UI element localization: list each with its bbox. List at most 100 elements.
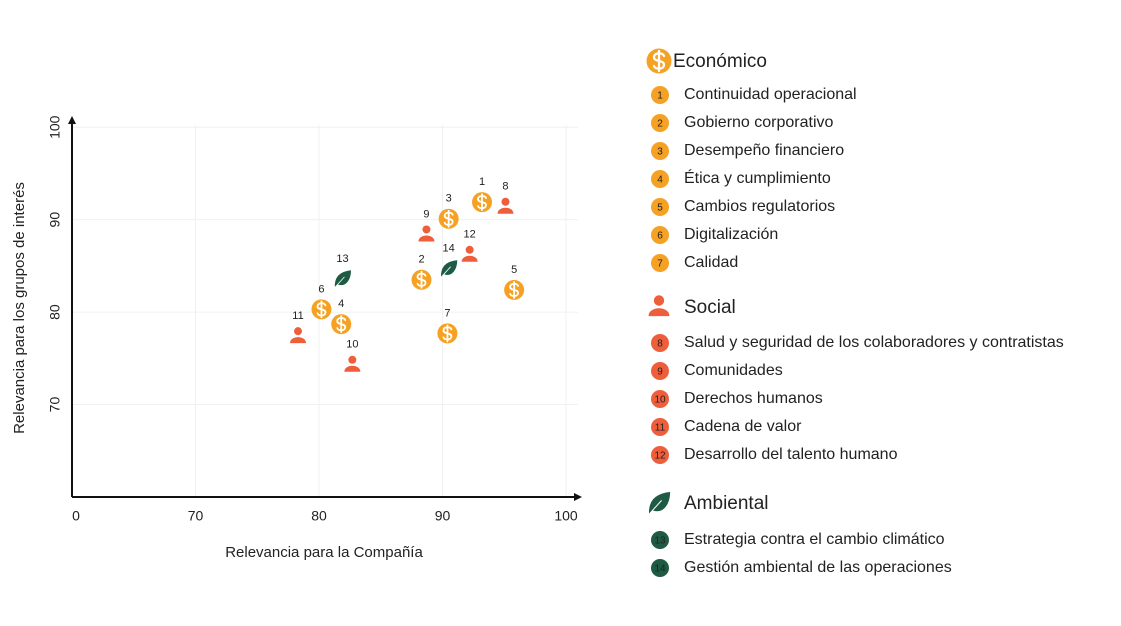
legend-item: Comunidades: [684, 362, 783, 379]
legend-bullet: [651, 86, 669, 104]
person-body: [461, 255, 478, 262]
legend-bullet: [651, 170, 669, 188]
point-label: 1: [479, 176, 485, 188]
legend-item: Estrategia contra el cambio climático: [684, 531, 945, 548]
point-label: 9: [423, 208, 429, 220]
legend-number: 5: [657, 203, 663, 214]
point-label: 10: [346, 339, 358, 351]
legend-number: 12: [654, 451, 666, 462]
marker-dollar: [411, 269, 432, 290]
x-tick-label: 80: [311, 508, 327, 524]
marker-dollar: [438, 208, 459, 229]
y-tick-label: 80: [47, 304, 63, 320]
legend-bullet: [651, 418, 669, 436]
legend-bullet: [651, 334, 669, 352]
point-label: 4: [338, 298, 344, 310]
dollar-sign: [443, 209, 454, 228]
x-tick-label: 0: [72, 508, 80, 524]
point-label: 5: [511, 264, 517, 276]
point-label: 2: [418, 254, 424, 266]
dollar-sign: [416, 270, 427, 289]
legend-number: 7: [657, 259, 663, 270]
point-label: 6: [318, 283, 324, 295]
person-body: [290, 337, 307, 344]
y-axis-label: Relevancia para los grupos de interés: [11, 182, 28, 434]
marker-leaf: [440, 259, 459, 279]
dollar-sign: [477, 193, 487, 212]
legend-item: Cadena de valor: [684, 418, 802, 435]
dollar-sign: [652, 49, 666, 73]
legend-number: 14: [654, 564, 666, 575]
legend-item: Continuidad operacional: [684, 86, 857, 103]
x-axis-label: Relevancia para la Compañía: [225, 544, 423, 561]
marker-person: [461, 245, 478, 262]
legend-number: 3: [657, 147, 663, 158]
legend-item: Desempeño financiero: [684, 142, 844, 159]
marker-leaf: [648, 490, 672, 516]
point-label: 7: [444, 307, 450, 319]
point-label: 14: [443, 243, 455, 255]
marker-person: [497, 197, 514, 214]
legend-number: 2: [657, 119, 663, 130]
legend-number: 9: [657, 367, 663, 378]
marker-dollar: [472, 192, 493, 213]
dollar-sign: [336, 315, 347, 334]
legend-bullet: [651, 226, 669, 244]
legend-item: Desarrollo del talento humano: [684, 446, 898, 463]
legend-title: Social: [684, 297, 736, 318]
dollar-sign: [509, 281, 520, 299]
point-label: 12: [464, 229, 476, 241]
person-head: [653, 295, 665, 306]
legend-bullet: [651, 198, 669, 216]
legend-item: Cambios regulatorios: [684, 198, 835, 215]
legend-item: Digitalización: [684, 226, 778, 243]
legend-item: Salud y seguridad de los colaboradores y…: [684, 334, 1064, 351]
leaf: [648, 490, 672, 516]
person-head: [348, 355, 357, 364]
legend-number: 6: [657, 231, 663, 242]
point-label: 13: [336, 253, 348, 265]
dollar-sign: [442, 324, 453, 343]
y-axis-arrow: [68, 116, 76, 124]
legend-title: Ambiental: [684, 493, 769, 514]
legend-number: 4: [657, 175, 663, 186]
legend-item: Derechos humanos: [684, 390, 823, 407]
marker-dollar: [331, 314, 352, 335]
leaf: [334, 269, 352, 289]
point-label: 8: [502, 181, 508, 193]
marker-dollar: [504, 279, 525, 300]
marker-dollar: [311, 299, 332, 320]
y-tick-label: 100: [47, 115, 63, 139]
x-axis-arrow: [574, 493, 582, 501]
marker-person: [418, 225, 435, 242]
x-tick-label: 90: [435, 508, 451, 524]
legend-bullet: [651, 254, 669, 272]
legend-bullet: [651, 390, 669, 408]
person-head: [465, 245, 474, 254]
legend-bullet: [651, 446, 669, 464]
marker-person: [344, 355, 361, 372]
x-tick-label: 100: [554, 508, 578, 524]
legend-number: 10: [654, 395, 666, 406]
legend-bullet: [651, 142, 669, 160]
legend-item: Ética y cumplimiento: [684, 168, 831, 187]
x-tick-label: 70: [188, 508, 204, 524]
y-tick-label: 70: [47, 397, 63, 413]
legend-bullet: [651, 114, 669, 132]
marker-person: [290, 327, 307, 344]
person-body: [418, 235, 435, 242]
legend-item: Gobierno corporativo: [684, 114, 834, 131]
legend-number: 8: [657, 339, 663, 350]
legend-bullet: [651, 559, 669, 577]
marker-leaf: [334, 269, 352, 289]
point-label: 11: [292, 310, 303, 322]
dollar-sign: [316, 300, 327, 319]
legend-bullet: [651, 362, 669, 380]
legend-number: 13: [654, 536, 666, 547]
marker-dollar: [646, 48, 672, 74]
person-head: [294, 327, 303, 336]
leaf: [440, 259, 459, 279]
person-head: [501, 197, 510, 206]
person-body: [648, 308, 670, 317]
